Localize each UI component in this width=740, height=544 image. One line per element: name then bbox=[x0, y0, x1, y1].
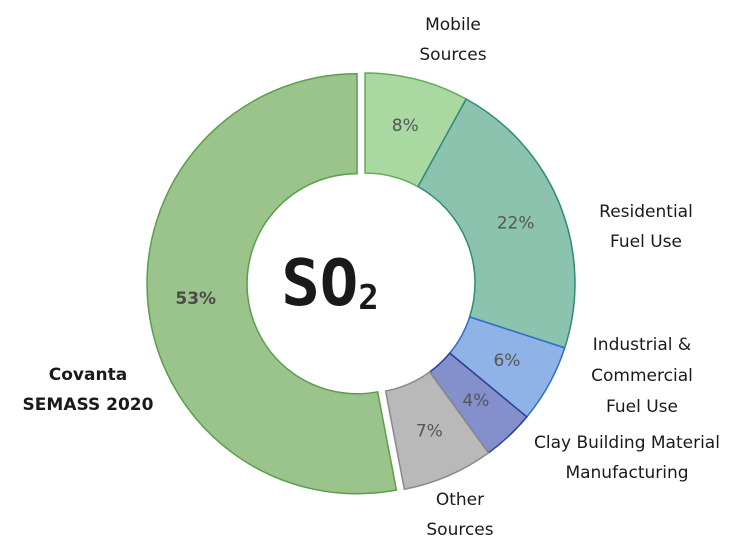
value-label: 22% bbox=[497, 213, 535, 233]
center-subscript: 2 bbox=[358, 278, 378, 318]
category-label: Clay Building Material bbox=[534, 433, 720, 453]
category-label: Commercial bbox=[591, 366, 693, 386]
category-label: Residential bbox=[599, 202, 693, 222]
category-label: Industrial & bbox=[593, 335, 691, 355]
category-label: Other bbox=[436, 490, 484, 510]
center-label: SO2 bbox=[281, 247, 379, 321]
value-label: 8% bbox=[392, 116, 419, 136]
value-label: 53% bbox=[175, 289, 216, 309]
category-label: Mobile bbox=[425, 15, 481, 35]
category-label: Fuel Use bbox=[606, 397, 678, 417]
category-label: Manufacturing bbox=[565, 463, 688, 483]
value-label: 4% bbox=[462, 391, 489, 411]
category-label: Sources bbox=[426, 520, 493, 540]
category-label: Covanta bbox=[49, 365, 127, 385]
category-label: Sources bbox=[419, 45, 486, 65]
category-label: SEMASS 2020 bbox=[23, 395, 154, 415]
donut-slice bbox=[384, 370, 490, 491]
donut-slice bbox=[146, 73, 398, 495]
center-text: SO bbox=[281, 247, 358, 321]
category-label: Fuel Use bbox=[610, 232, 682, 252]
value-label: 6% bbox=[493, 351, 520, 371]
value-label: 7% bbox=[416, 422, 443, 442]
donut-slice bbox=[416, 97, 576, 349]
